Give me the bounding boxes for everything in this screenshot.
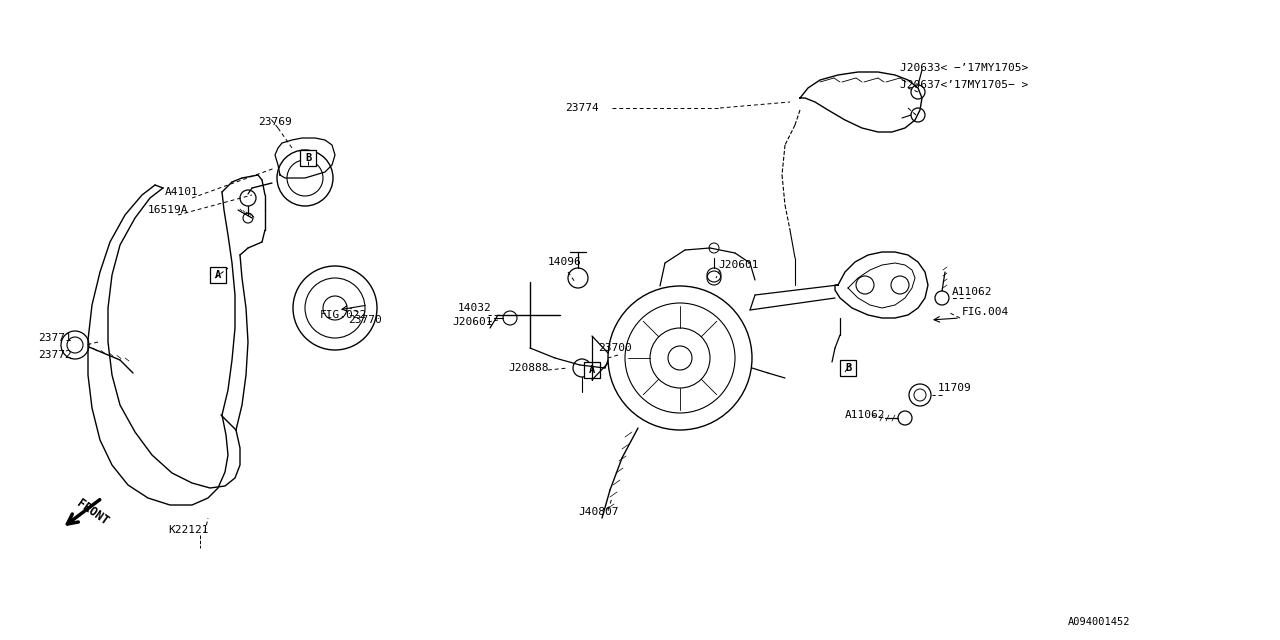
Text: J20633< −’17MY1705>: J20633< −’17MY1705> — [900, 63, 1028, 73]
Text: J20601: J20601 — [452, 317, 493, 327]
Text: 14096: 14096 — [548, 257, 581, 267]
Text: A4101: A4101 — [165, 187, 198, 197]
FancyBboxPatch shape — [584, 362, 600, 378]
Text: 11709: 11709 — [938, 383, 972, 393]
Text: FRONT: FRONT — [74, 497, 111, 528]
Text: A11062: A11062 — [952, 287, 992, 297]
Text: 23770: 23770 — [348, 315, 381, 325]
Text: FIG.022: FIG.022 — [320, 310, 367, 320]
Text: 23774: 23774 — [564, 103, 599, 113]
Text: FIG.004: FIG.004 — [963, 307, 1009, 317]
Text: A: A — [589, 365, 595, 375]
Text: A: A — [215, 270, 221, 280]
Text: J40807: J40807 — [579, 507, 618, 517]
Text: K22121: K22121 — [168, 525, 209, 535]
Text: 23771: 23771 — [38, 333, 72, 343]
Text: 23772: 23772 — [38, 350, 72, 360]
Text: A094001452: A094001452 — [1068, 617, 1130, 627]
Text: J20601: J20601 — [718, 260, 759, 270]
Text: 16519A: 16519A — [148, 205, 188, 215]
Text: B: B — [305, 153, 311, 163]
Text: 23769: 23769 — [259, 117, 292, 127]
Text: J20888: J20888 — [508, 363, 549, 373]
Text: B: B — [845, 363, 851, 373]
FancyBboxPatch shape — [210, 267, 227, 283]
FancyBboxPatch shape — [300, 150, 316, 166]
Text: J20637<’17MY1705− >: J20637<’17MY1705− > — [900, 80, 1028, 90]
FancyBboxPatch shape — [840, 360, 856, 376]
Text: A11062: A11062 — [845, 410, 886, 420]
Text: 14032: 14032 — [458, 303, 492, 313]
Text: 23700: 23700 — [598, 343, 632, 353]
